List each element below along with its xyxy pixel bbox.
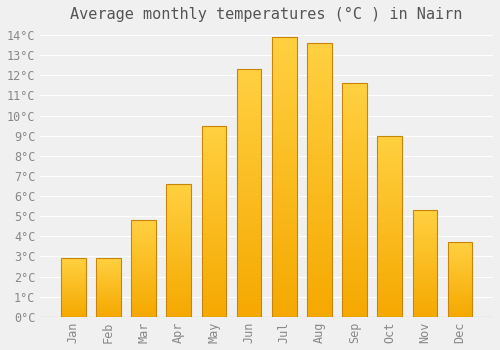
- Bar: [448, 242, 472, 317]
- Bar: [131, 220, 156, 317]
- Bar: [412, 210, 438, 317]
- Bar: [272, 37, 296, 317]
- Bar: [202, 126, 226, 317]
- Bar: [166, 184, 191, 317]
- Bar: [61, 258, 86, 317]
- Bar: [378, 136, 402, 317]
- Bar: [342, 83, 367, 317]
- Bar: [96, 258, 120, 317]
- Title: Average monthly temperatures (°C ) in Nairn: Average monthly temperatures (°C ) in Na…: [70, 7, 463, 22]
- Bar: [307, 43, 332, 317]
- Bar: [237, 69, 262, 317]
